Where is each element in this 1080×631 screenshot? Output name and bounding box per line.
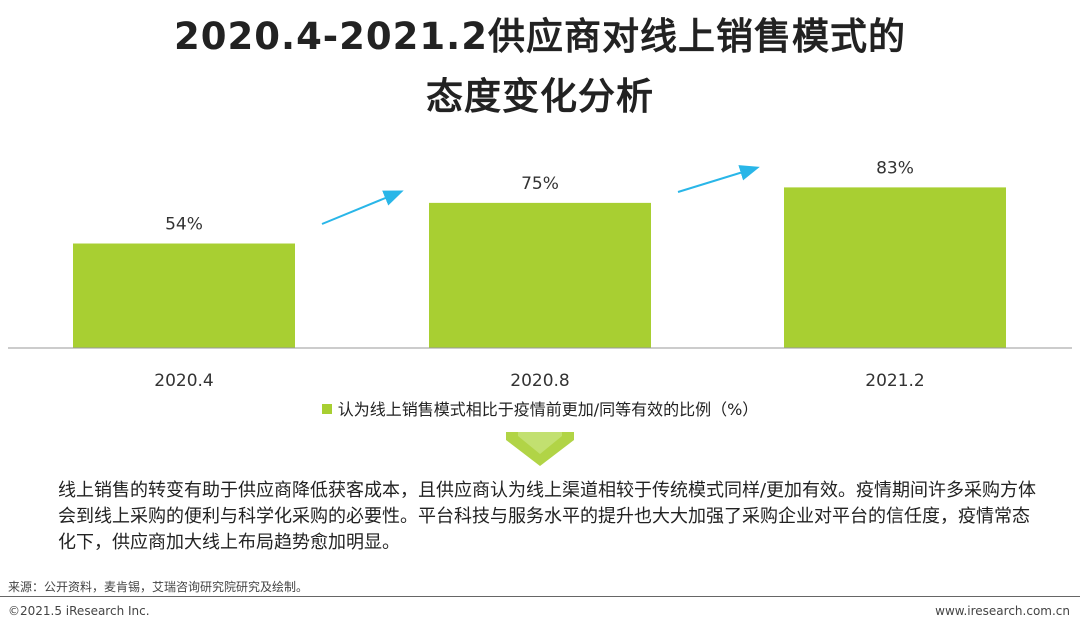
x-tick-label-2020.8: 2020.8	[510, 371, 569, 390]
legend-swatch	[321, 403, 332, 414]
copyright: ©2021.5 iResearch Inc.	[8, 604, 150, 618]
chart-title-line2: 态度变化分析	[426, 75, 654, 118]
x-tick-label-2021.2: 2021.2	[865, 371, 924, 390]
source-note: 来源：公开资料，麦肯锡，艾瑞咨询研究院研究及绘制。	[8, 580, 309, 594]
down-arrow-icon	[506, 432, 574, 466]
chart-title-line1: 2020.4-2021.2供应商对线上销售模式的	[174, 15, 906, 58]
summary-text: 线上销售的转变有助于供应商降低获客成本，且供应商认为线上渠道相较于传统模式同样/…	[58, 480, 1037, 553]
trend-arrow-icon-2	[677, 165, 760, 193]
bar-2020.4	[73, 243, 295, 348]
bar-chart: 54% 2020.4 75% 2020.8 83% 2021.2	[8, 158, 1072, 390]
data-label-2021.2: 83%	[876, 158, 914, 178]
data-label-2020.4: 54%	[165, 215, 203, 235]
legend-label: 认为线上销售模式相比于疫情前更加/同等有效的比例（%）	[337, 400, 759, 419]
bar-2021.2	[784, 187, 1006, 348]
x-tick-label-2020.4: 2020.4	[154, 371, 213, 390]
bar-2020.8	[429, 202, 651, 348]
footer-divider	[0, 596, 1080, 597]
website: www.iresearch.com.cn	[935, 604, 1070, 618]
data-label-2020.8: 75%	[521, 174, 559, 194]
legend: 认为线上销售模式相比于疫情前更加/同等有效的比例（%）	[0, 396, 1080, 420]
trend-arrow-icon-1	[321, 190, 404, 225]
